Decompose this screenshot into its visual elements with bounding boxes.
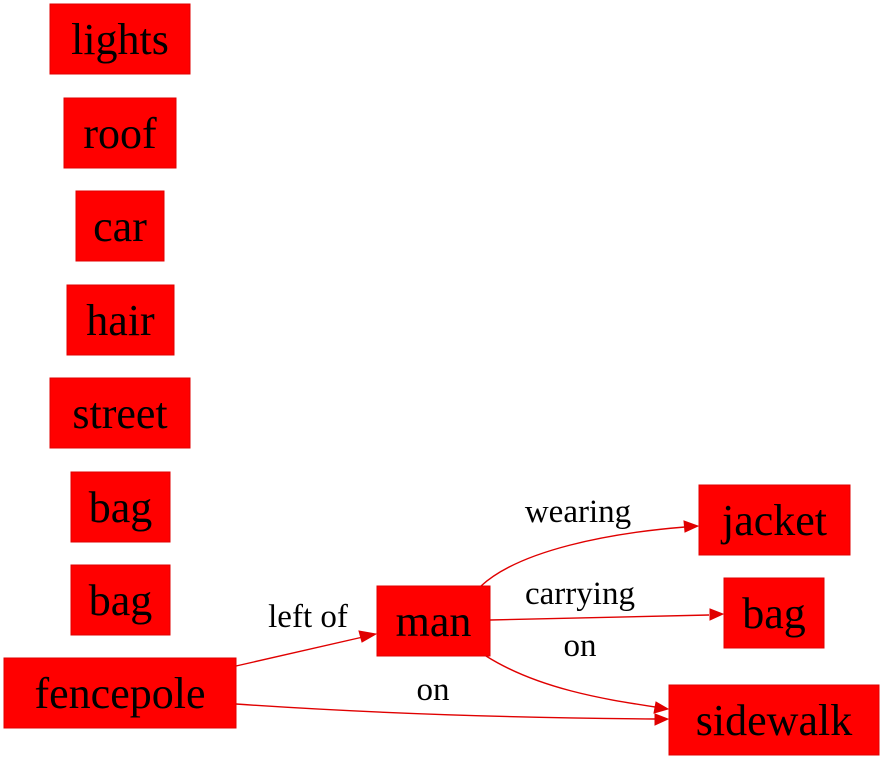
node-box [668,684,880,756]
node-box [70,471,171,543]
node-label: bag [742,589,806,638]
node-box [49,377,191,449]
node-label: sidewalk [696,696,852,745]
node-label: man [396,597,472,646]
arrowhead-icon [358,630,378,643]
node-box [723,577,825,649]
node-bag1: bag [70,471,171,543]
node-label: bag [89,483,153,532]
edge-label: carrying [525,576,635,612]
arrowhead-icon [709,608,725,621]
node-label: jacket [720,496,827,545]
node-box [66,284,175,356]
node-label: car [93,202,147,251]
node-fencepole: fencepole [3,657,237,729]
node-box [75,190,165,262]
node-street: street [49,377,191,449]
node-lights: lights [49,3,191,75]
node-box [70,564,171,636]
node-label: lights [71,15,169,64]
arrowhead-icon [683,520,700,533]
edge-line [480,526,686,587]
node-label: hair [86,296,155,345]
node-label: bag [89,576,153,625]
edge-fencepole-man: left of [235,599,378,667]
node-sidewalk: sidewalk [668,684,880,756]
node-label: fencepole [35,669,206,718]
arrowhead-icon [653,701,670,714]
edge-line [235,703,656,720]
edge-man-sidewalk: on [485,628,670,714]
node-box [63,97,177,169]
node-bag3: bag [723,577,825,649]
node-hair: hair [66,284,175,356]
edge-fencepole-sidewalk: on [235,672,670,726]
node-roof: roof [63,97,177,169]
edge-label: on [417,672,450,708]
edge-man-jacket: wearing [480,494,700,587]
node-label: roof [83,109,157,158]
edge-line [235,636,364,667]
node-box [3,657,237,729]
node-box [698,484,851,556]
edge-label: left of [268,599,348,635]
edge-label: wearing [525,494,631,530]
edge-line [485,655,656,708]
edge-man-bag3: carrying [489,576,725,621]
node-box [49,3,191,75]
node-man: man [376,585,491,657]
edge-label: on [564,628,597,664]
node-bag2: bag [70,564,171,636]
arrowhead-icon [654,713,670,726]
node-car: car [75,190,165,262]
node-label: street [72,389,167,438]
edges-layer: left of wearing carrying on on [235,494,725,726]
node-box [376,585,491,657]
nodes-layer: lights roof car hair street bag bag fencepole ma… [3,3,880,756]
node-jacket: jacket [698,484,851,556]
edge-line [489,614,710,621]
